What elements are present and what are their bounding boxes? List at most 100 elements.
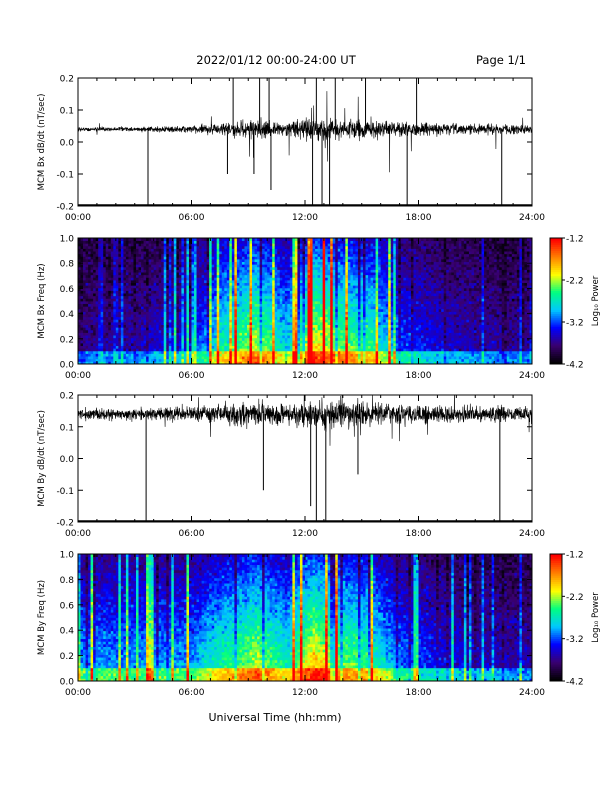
heatmap-cell [284, 261, 288, 265]
heatmap-cell [181, 324, 185, 328]
heatmap-cell [330, 272, 334, 276]
heatmap-cell [158, 316, 162, 320]
heatmap-cell [211, 316, 215, 320]
heatmap-cell [80, 290, 84, 294]
heatmap-cell [310, 293, 313, 297]
heatmap-cell [277, 264, 281, 268]
heatmap-cell [244, 345, 248, 349]
heatmap-cell [279, 314, 283, 318]
heatmap-cell [123, 327, 127, 331]
heatmap-cell [168, 345, 172, 349]
heatmap-cell [315, 356, 319, 360]
heatmap-cell [125, 259, 129, 263]
heatmap-cell [325, 238, 329, 242]
heatmap-cell [292, 322, 296, 326]
heatmap-cell [292, 285, 296, 289]
heatmap-cell [148, 337, 152, 341]
heatmap-cell [156, 277, 160, 281]
heatmap-cell [196, 238, 200, 242]
heatmap-cell [100, 306, 104, 310]
heatmap-cell [274, 238, 278, 242]
heatmap-cell [93, 311, 97, 315]
heatmap-cell [312, 280, 316, 284]
heatmap-cell [115, 356, 119, 360]
heatmap-cell [85, 245, 89, 249]
heatmap-cell [299, 311, 303, 315]
heatmap-cell [110, 293, 114, 297]
heatmap-cell [214, 329, 218, 333]
heatmap-cell [297, 245, 301, 249]
heatmap-cell [90, 319, 94, 323]
heatmap-cell [310, 314, 313, 318]
heatmap-cell [163, 350, 167, 354]
heatmap-cell [133, 350, 137, 354]
heatmap-cell [327, 269, 331, 273]
heatmap-cell [128, 353, 132, 357]
heatmap-cell [214, 316, 218, 320]
heatmap-cell [194, 282, 197, 286]
heatmap-cell [80, 314, 84, 318]
heatmap-cell [221, 243, 225, 247]
heatmap-cell [282, 327, 286, 331]
heatmap-cell [95, 316, 99, 320]
heatmap-cell [108, 277, 112, 281]
heatmap-cell [204, 340, 208, 344]
heatmap-cell [133, 322, 137, 326]
heatmap-cell [78, 287, 81, 291]
heatmap-cell [234, 322, 238, 326]
heatmap-cell [105, 324, 109, 328]
heatmap-cell [133, 345, 137, 349]
heatmap-cell [224, 282, 228, 286]
heatmap-cell [130, 335, 134, 339]
heatmap-cell [93, 329, 97, 333]
heatmap-cell [194, 345, 197, 349]
heatmap-cell [138, 308, 142, 312]
heatmap-cell [95, 335, 99, 339]
heatmap-cell [264, 319, 268, 323]
heatmap-cell [317, 316, 321, 320]
heatmap-cell [282, 248, 286, 252]
heatmap-cell [136, 353, 139, 357]
heatmap-cell [272, 238, 276, 242]
heatmap-cell [254, 361, 258, 365]
heatmap-cell [299, 282, 303, 286]
heatmap-cell [269, 256, 273, 260]
heatmap-cell [136, 324, 139, 328]
heatmap-cell [136, 306, 139, 310]
heatmap-cell [83, 269, 86, 273]
heatmap-cell [252, 324, 255, 328]
heatmap-cell [274, 274, 278, 278]
heatmap-cell [330, 261, 334, 265]
heatmap-cell [204, 248, 208, 252]
heatmap-cell [246, 256, 250, 260]
heatmap-cell [166, 264, 170, 268]
heatmap-cell [156, 266, 160, 270]
heatmap-cell [173, 264, 177, 268]
heatmap-cell [274, 322, 278, 326]
heatmap-cell [183, 332, 187, 336]
heatmap-cell [113, 285, 117, 289]
heatmap-cell [161, 243, 165, 247]
heatmap-cell [282, 303, 286, 307]
heatmap-cell [196, 280, 200, 284]
heatmap-cell [310, 277, 313, 281]
heatmap-cell [287, 248, 291, 252]
heatmap-cell [297, 314, 301, 318]
heatmap-cell [176, 287, 180, 291]
heatmap-cell [287, 293, 291, 297]
heatmap-cell [194, 327, 197, 331]
heatmap-cell [244, 256, 248, 260]
heatmap-cell [292, 324, 296, 328]
heatmap-cell [201, 274, 205, 278]
heatmap-cell [113, 266, 117, 270]
heatmap-cell [115, 306, 119, 310]
heatmap-cell [120, 253, 124, 257]
heatmap-cell [88, 327, 92, 331]
heatmap-cell [168, 269, 172, 273]
heatmap-cell [199, 295, 202, 299]
heatmap-cell [299, 287, 303, 291]
heatmap-cell [204, 322, 208, 326]
heatmap-cell [287, 337, 291, 341]
heatmap-cell [246, 308, 250, 312]
heatmap-cell [146, 343, 150, 347]
